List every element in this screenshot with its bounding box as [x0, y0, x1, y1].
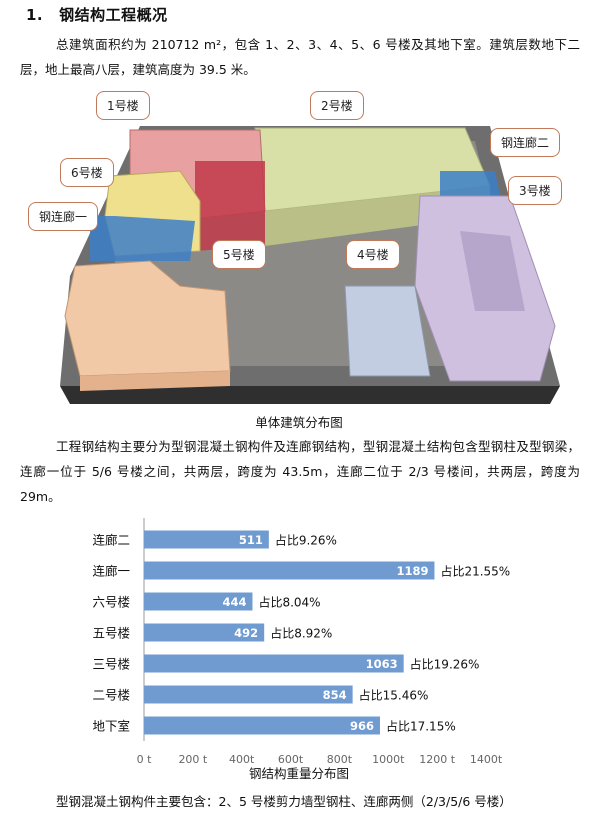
- callout-corridor-1: 钢连廊一: [28, 202, 99, 231]
- category-label: 五号楼: [92, 626, 130, 641]
- category-label: 连廊二: [92, 533, 130, 548]
- callout-building-6: 6号楼: [60, 158, 114, 187]
- bar-share-annotation: 占比15.46%: [359, 688, 429, 703]
- figure-caption: 单体建筑分布图: [255, 415, 343, 430]
- callout-building-5: 5号楼: [212, 240, 266, 269]
- bar: [144, 685, 353, 704]
- callout-building-2: 2号楼: [310, 91, 364, 120]
- bar-value-label: 1063: [366, 657, 398, 671]
- building-5: [64, 260, 231, 377]
- bar-value-label: 966: [350, 719, 374, 733]
- bar-value-label: 492: [234, 626, 258, 640]
- bar-value-label: 1189: [396, 564, 428, 578]
- building-illustration: [60, 126, 560, 404]
- x-tick-label: 0 t: [137, 753, 152, 763]
- bar-chart-svg: 连廊二 511 占比9.26% 连廊一 1189 占比21.55% 六号楼 444 占比8.04…: [92, 518, 510, 766]
- x-tick-label: 200 t: [178, 753, 207, 763]
- callout-corridor-2: 钢连廊二: [490, 128, 561, 157]
- bar-share-annotation: 占比8.04%: [258, 595, 320, 610]
- components-paragraph: 型钢混凝土钢构件主要包含：2、5 号楼剪力墙型钢柱、连廊两侧（2/3/5/6 号…: [56, 794, 512, 809]
- category-label: 连廊一: [92, 564, 130, 579]
- x-tick-label: 400t: [229, 753, 255, 763]
- bar-share-annotation: 占比9.26%: [275, 533, 337, 548]
- x-tick-label: 600t: [278, 753, 304, 763]
- bar-value-label: 854: [323, 688, 347, 702]
- section-heading: 1. 钢结构工程概况: [26, 4, 168, 25]
- bar: [144, 530, 269, 549]
- site-base-edge: [60, 386, 560, 404]
- steel-structure-paragraph: 工程钢结构主要分为型钢混凝土钢构件及连廊钢结构，型钢混凝土结构包含型钢柱及型钢梁…: [20, 439, 580, 504]
- bar: [144, 561, 435, 580]
- bar-share-annotation: 占比8.92%: [270, 626, 332, 641]
- bar-share-annotation: 占比17.15%: [386, 719, 456, 734]
- chart-caption: 钢结构重量分布图: [248, 766, 349, 781]
- callout-building-1: 1号楼: [96, 91, 150, 120]
- section-number: 1.: [26, 6, 44, 24]
- steel-weight-chart: 连廊二 511 占比9.26% 连廊一 1189 占比21.55% 六号楼 444 占比8.04…: [60, 518, 580, 766]
- category-label: 地下室: [92, 719, 130, 734]
- bar: [144, 623, 265, 642]
- x-tick-label: 1000t: [372, 753, 405, 763]
- overview-paragraph: 总建筑面积约为 210712 m²，包含 1、2、3、4、5、6 号楼及其地下室…: [20, 37, 580, 77]
- corridor-1: [90, 216, 195, 261]
- x-tick-label: 800t: [327, 753, 353, 763]
- bar-share-annotation: 占比19.26%: [410, 657, 480, 672]
- callout-building-4: 4号楼: [346, 240, 400, 269]
- bar: [144, 716, 380, 735]
- x-tick-label: 1400t: [470, 753, 503, 763]
- category-label: 六号楼: [92, 595, 130, 610]
- bar: [144, 592, 253, 611]
- callout-building-3: 3号楼: [508, 176, 562, 205]
- bar: [144, 654, 404, 673]
- building-distribution-figure: 1号楼 2号楼 钢连廊二 6号楼 3号楼 钢连廊一 5号楼 4号楼: [20, 86, 580, 408]
- category-label: 二号楼: [92, 688, 130, 703]
- x-tick-label: 1200 t: [419, 753, 455, 763]
- bar-value-label: 511: [239, 533, 263, 547]
- bar-share-annotation: 占比21.55%: [440, 564, 510, 579]
- section-title: 钢结构工程概况: [59, 6, 168, 24]
- category-label: 三号楼: [92, 657, 130, 672]
- bar-value-label: 444: [222, 595, 246, 609]
- building-4: [344, 285, 431, 377]
